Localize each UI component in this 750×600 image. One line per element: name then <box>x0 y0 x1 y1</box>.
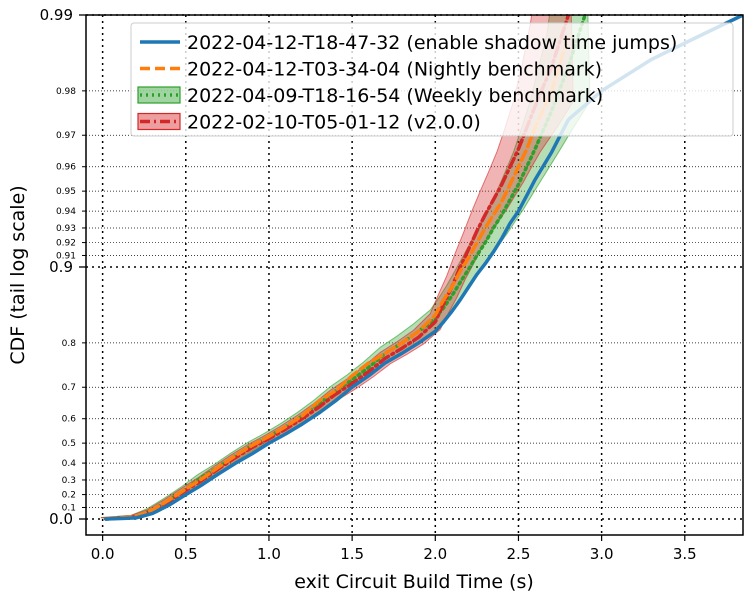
y-axis-ticks: 0.1 0.2 0.3 0.4 0.5 0.6 0.7 0.8 0.91 0.92 0.93 0.94… <box>40 6 86 528</box>
y-minor-tick-label: 0.97 <box>56 131 76 141</box>
y-axis-label: CDF (tail log scale) <box>7 185 29 364</box>
y-minor-tick-label: 0.95 <box>56 187 76 197</box>
series-line <box>104 15 571 521</box>
x-tick-label: 0.5 <box>174 545 198 563</box>
y-minor-tick-label: 0.1 <box>62 503 76 513</box>
x-axis-ticks: 0.0 0.5 1.0 1.5 2.0 2.5 3.0 3.5 <box>91 535 697 563</box>
y-major-tick-label: 0.0 <box>49 510 73 528</box>
y-minor-tick-label: 0.92 <box>56 239 76 249</box>
x-tick-label: 1.0 <box>257 545 281 563</box>
x-tick-label: 0.0 <box>91 545 115 563</box>
y-minor-tick-label: 0.8 <box>62 339 77 349</box>
x-axis-label: exit Circuit Build Time (s) <box>294 571 534 593</box>
y-minor-tick-label: 0.94 <box>56 207 76 217</box>
y-minor-tick-label: 0.5 <box>62 439 76 449</box>
series-lines <box>104 15 743 521</box>
legend-entry: 2022-04-09-T18-16-54 (Weekly benchmark) <box>187 85 603 107</box>
legend-box <box>130 22 734 137</box>
x-tick-label: 2.5 <box>507 545 531 563</box>
y-minor-tick-label: 0.91 <box>56 251 76 261</box>
legend-entry: 2022-04-12-T18-47-32 (enable shadow time… <box>187 32 677 54</box>
y-minor-tick-label: 0.96 <box>56 163 76 173</box>
y-minor-tick-label: 0.7 <box>62 383 76 393</box>
series-line <box>104 33 571 521</box>
x-tick-label: 3.0 <box>590 545 614 563</box>
y-minor-tick-label: 0.93 <box>56 224 76 234</box>
y-minor-tick-label: 0.3 <box>62 476 76 486</box>
y-major-tick-label: 0.9 <box>49 258 73 276</box>
y-minor-tick-label: 0.6 <box>62 415 77 425</box>
legend: 2022-04-12-T18-47-32 (enable shadow time… <box>130 22 734 137</box>
y-minor-tick-label: 0.98 <box>56 87 76 97</box>
grid-lines <box>86 14 743 535</box>
plot-frame <box>85 14 744 536</box>
x-tick-label: 2.0 <box>423 545 447 563</box>
legend-swatch <box>137 112 181 131</box>
x-tick-label: 1.5 <box>340 545 364 563</box>
y-minor-tick-label: 0.4 <box>62 459 77 469</box>
legend-entry: 2022-04-12-T03-34-04 (Nightly benchmark) <box>187 59 602 81</box>
legend-entry: 2022-02-10-T05-01-12 (v2.0.0) <box>187 112 481 134</box>
x-tick-label: 3.5 <box>673 545 697 563</box>
series-line <box>104 15 743 521</box>
y-minor-tick-label: 0.2 <box>62 491 76 501</box>
y-major-tick-label: 0.99 <box>40 6 73 24</box>
